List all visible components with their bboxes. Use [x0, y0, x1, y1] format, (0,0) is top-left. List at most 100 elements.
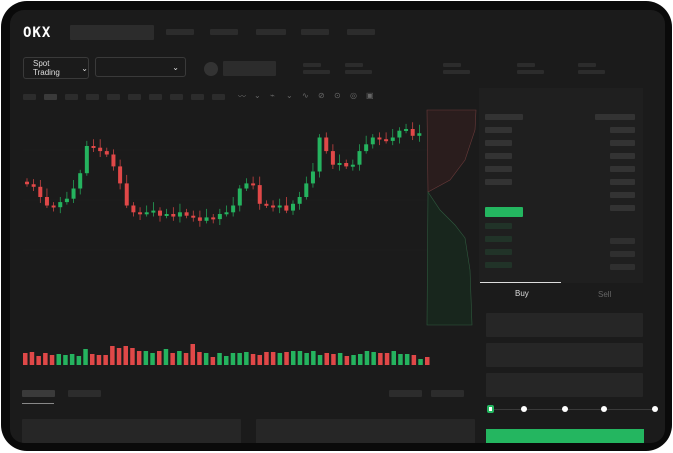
slider-track[interactable] — [490, 409, 656, 410]
trading-screen: OKX Spot Trading⌄ ⌄ 〰⌄⌁⌄∿⊘⊙◎▣ ▤ ▤ ▤ Buy … — [10, 10, 665, 443]
candle-body — [237, 188, 242, 206]
timeframe-button[interactable] — [23, 94, 36, 100]
slider-step[interactable] — [652, 406, 658, 412]
nav-item[interactable] — [347, 29, 375, 35]
tab-sell[interactable]: Sell — [598, 290, 612, 299]
candle-body — [131, 205, 136, 213]
candle-body — [25, 181, 29, 185]
timeframe-button[interactable] — [128, 94, 141, 100]
volume-bar — [130, 348, 135, 365]
bid-price — [485, 249, 512, 255]
spot-trading-button[interactable]: Spot Trading ⌄ — [23, 57, 89, 79]
volume-bar — [43, 353, 48, 365]
bid-price — [485, 262, 512, 268]
nav-item[interactable] — [301, 29, 329, 35]
volume-bar — [136, 351, 142, 365]
volume-bar — [404, 354, 410, 365]
timeframe-button[interactable] — [212, 94, 225, 100]
chart-tool-icon[interactable]: ⌁ — [270, 91, 275, 100]
filter-button[interactable] — [389, 390, 422, 397]
volume-bar — [90, 354, 95, 365]
chart-tool-icon[interactable]: ⌄ — [286, 91, 293, 100]
volume-bar — [378, 353, 383, 365]
ask-size — [610, 179, 635, 185]
volume-bar — [250, 354, 256, 365]
chart-tool-icon[interactable]: ∿ — [302, 91, 309, 100]
timeframe-button[interactable] — [44, 94, 57, 100]
timeframe-button[interactable] — [170, 94, 183, 100]
candle-body — [111, 154, 116, 167]
volume-bar — [103, 355, 108, 365]
nav-item[interactable] — [256, 29, 286, 35]
slider-step[interactable] — [562, 406, 568, 412]
chart-tool-icon[interactable]: ⌄ — [254, 91, 261, 100]
ob-header — [485, 114, 523, 120]
timeframe-button[interactable] — [107, 94, 120, 100]
volume-bar — [391, 351, 396, 365]
chart-tool-icon[interactable]: 〰 — [238, 92, 246, 101]
volume-bar — [157, 351, 162, 365]
chart-tool-icon[interactable]: ▣ — [366, 91, 374, 100]
amount-input[interactable] — [486, 343, 643, 367]
chart-tool-icon[interactable]: ⊙ — [334, 91, 341, 100]
candle-body — [251, 183, 256, 186]
nav-item[interactable] — [210, 29, 238, 35]
timeframe-button[interactable] — [149, 94, 162, 100]
price-input[interactable] — [486, 313, 643, 337]
timeframe-button[interactable] — [65, 94, 78, 100]
volume-bar — [230, 353, 236, 365]
volume-bar — [123, 346, 128, 365]
buy-button[interactable] — [486, 429, 644, 443]
candle-body — [244, 183, 249, 189]
filter-button[interactable] — [431, 390, 464, 397]
mode-label: Spot Trading — [33, 59, 60, 77]
slider-step[interactable] — [601, 406, 607, 412]
coin-icon — [204, 62, 218, 76]
candle-body — [257, 185, 262, 204]
chart-tool-icon[interactable]: ◎ — [350, 91, 357, 100]
volume-bar — [29, 352, 35, 365]
volume-bar — [270, 352, 276, 365]
volume-bar — [63, 355, 68, 365]
chart-tool-icon[interactable]: ⊘ — [318, 91, 325, 100]
candle-body — [350, 164, 355, 167]
pair-select[interactable]: ⌄ — [95, 57, 186, 77]
candle-body — [64, 198, 69, 203]
candle-body — [304, 183, 309, 197]
ask-price — [485, 140, 512, 146]
stat-value — [517, 70, 544, 74]
slider-step[interactable] — [521, 406, 527, 412]
volume-bar — [96, 355, 102, 365]
tab-history[interactable] — [68, 390, 101, 397]
candle-body — [284, 205, 289, 211]
order-card — [22, 419, 241, 443]
timeframe-button[interactable] — [86, 94, 99, 100]
volume-bar — [297, 351, 303, 365]
candle-body — [164, 214, 169, 216]
ask-price — [485, 127, 512, 133]
search-bar[interactable] — [70, 25, 154, 40]
volume-bar — [76, 356, 82, 365]
stat-label — [303, 63, 321, 67]
tab-open-orders[interactable] — [22, 390, 55, 397]
candle-body — [397, 130, 402, 138]
volume-bar — [351, 355, 356, 365]
candle-body — [197, 217, 202, 221]
timeframe-button[interactable] — [191, 94, 204, 100]
volume-bar — [244, 352, 249, 365]
volume-bar — [177, 351, 182, 365]
nav-item[interactable] — [166, 29, 194, 35]
tab-buy[interactable]: Buy — [515, 289, 529, 298]
candle-body — [51, 205, 56, 208]
candle-body — [417, 133, 422, 136]
bid-price — [485, 223, 512, 229]
total-input[interactable] — [486, 373, 643, 397]
volume-bar — [163, 349, 169, 365]
candle-body — [404, 129, 409, 131]
stat-value — [443, 70, 470, 74]
candle-body — [138, 212, 143, 215]
candle-body — [291, 203, 295, 211]
candle-body — [144, 212, 149, 215]
slider-handle[interactable] — [487, 405, 494, 413]
volume-bar — [190, 344, 195, 365]
